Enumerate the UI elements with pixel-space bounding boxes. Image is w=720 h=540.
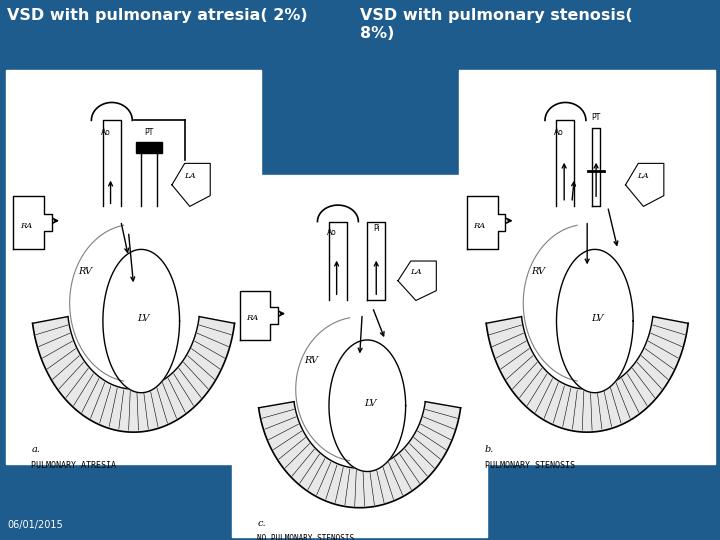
Polygon shape <box>172 164 210 206</box>
Text: VSD with pulmonary stenosis(
8%): VSD with pulmonary stenosis( 8%) <box>360 8 633 40</box>
Polygon shape <box>557 249 633 393</box>
Text: Ao: Ao <box>327 228 336 237</box>
Polygon shape <box>136 142 162 153</box>
Polygon shape <box>103 120 121 206</box>
Text: LA: LA <box>410 268 422 276</box>
Text: Ao: Ao <box>101 127 110 137</box>
Polygon shape <box>240 291 278 340</box>
Polygon shape <box>398 261 436 300</box>
Polygon shape <box>14 195 52 249</box>
Text: c.: c. <box>258 519 266 528</box>
Polygon shape <box>467 195 505 249</box>
Text: VSD without pulmonary
stenosis(18%): VSD without pulmonary stenosis(18%) <box>230 213 445 246</box>
Text: RV: RV <box>304 356 318 365</box>
Text: NO PULMONARY STENOSIS: NO PULMONARY STENOSIS <box>258 534 354 540</box>
Polygon shape <box>141 149 156 206</box>
Polygon shape <box>258 402 461 508</box>
Text: b.: b. <box>485 445 495 454</box>
Text: LA: LA <box>638 172 649 180</box>
Text: VSD with pulmonary atresia( 2%): VSD with pulmonary atresia( 2%) <box>7 8 308 23</box>
Text: PT: PT <box>144 127 153 137</box>
Text: RV: RV <box>78 267 92 276</box>
Text: LA: LA <box>184 172 196 180</box>
Bar <box>232 176 487 537</box>
Polygon shape <box>593 127 600 206</box>
Text: LV: LV <box>138 314 150 323</box>
Polygon shape <box>626 164 664 206</box>
Bar <box>459 70 715 464</box>
Polygon shape <box>557 120 575 206</box>
Text: LV: LV <box>591 314 603 323</box>
Polygon shape <box>32 316 235 432</box>
Text: PULMONARY ATRESIA: PULMONARY ATRESIA <box>32 461 117 470</box>
Text: RA: RA <box>246 314 258 322</box>
Text: PULMONARY STENOSIS: PULMONARY STENOSIS <box>485 461 575 470</box>
Text: Ao: Ao <box>554 127 564 137</box>
Polygon shape <box>486 316 688 432</box>
Text: 06/01/2015: 06/01/2015 <box>7 520 63 530</box>
Text: RA: RA <box>474 222 486 230</box>
Polygon shape <box>329 221 347 300</box>
Text: RA: RA <box>20 222 32 230</box>
Text: Pi: Pi <box>373 225 379 233</box>
Text: PT: PT <box>592 113 600 123</box>
Polygon shape <box>367 221 385 300</box>
Text: LV: LV <box>364 399 376 408</box>
Polygon shape <box>103 249 179 393</box>
Text: a.: a. <box>32 445 40 454</box>
Polygon shape <box>329 340 405 471</box>
Text: RV: RV <box>531 267 546 276</box>
Bar <box>6 70 261 464</box>
